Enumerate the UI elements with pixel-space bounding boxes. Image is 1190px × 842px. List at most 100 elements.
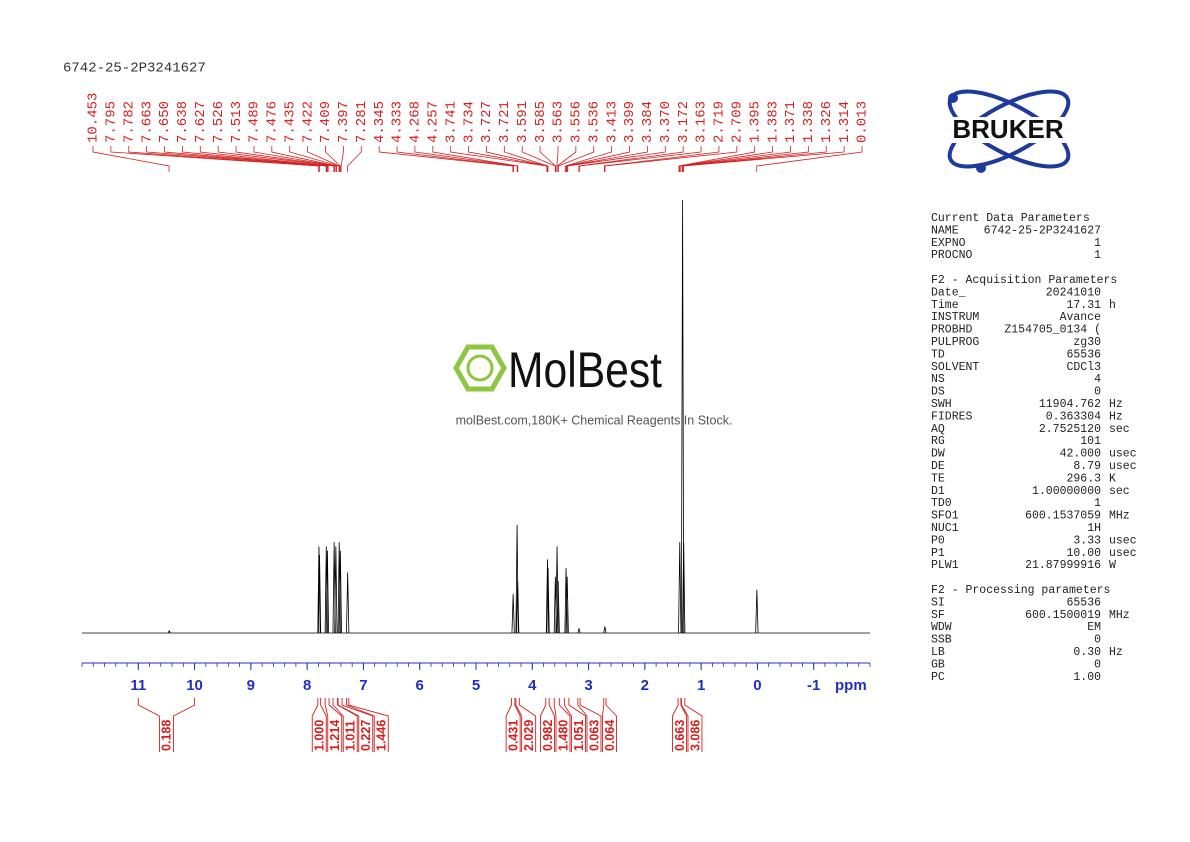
peak-label: 7.526 bbox=[211, 101, 227, 143]
param-unit: usec bbox=[1109, 460, 1137, 473]
param-unit: usec bbox=[1109, 534, 1137, 547]
peak-tie bbox=[564, 146, 613, 172]
peak-label: 3.370 bbox=[658, 101, 674, 143]
param-value: Z154705_0134 ( bbox=[1004, 324, 1101, 337]
peak-tie bbox=[756, 146, 863, 172]
integral-label: 1.446 bbox=[375, 720, 389, 751]
signal bbox=[511, 594, 515, 634]
param-name: EXPNO bbox=[931, 237, 966, 250]
peak-tie bbox=[92, 146, 170, 172]
peak-label: 3.172 bbox=[676, 101, 692, 143]
peak-label: 1.326 bbox=[819, 101, 835, 143]
peak-tie bbox=[679, 146, 773, 172]
peak-label: 7.489 bbox=[247, 101, 263, 143]
integral-bracket bbox=[324, 698, 329, 752]
signal bbox=[346, 572, 350, 634]
peak-tie bbox=[164, 146, 328, 172]
integral-label: 0.227 bbox=[359, 720, 373, 751]
peak-label: 7.281 bbox=[354, 101, 370, 143]
integral-bracket bbox=[332, 698, 344, 752]
peak-label: 3.727 bbox=[479, 101, 495, 143]
param-value: 1.00 bbox=[1073, 671, 1101, 684]
param-value: 11904.762 bbox=[1039, 398, 1101, 411]
peak-tie bbox=[565, 146, 630, 172]
param-name: SFO1 bbox=[931, 510, 959, 523]
integral-bracket bbox=[577, 698, 588, 752]
peak-tie bbox=[468, 146, 548, 172]
param-name: NAME bbox=[931, 224, 959, 237]
integral-bracket bbox=[680, 698, 687, 752]
param-value: 1.00000000 bbox=[1032, 485, 1101, 498]
integral-bracket bbox=[680, 698, 689, 752]
peak-label: 3.563 bbox=[551, 101, 567, 143]
peak-tie bbox=[604, 146, 738, 172]
param-unit: sec bbox=[1109, 485, 1130, 498]
param-name: PC bbox=[931, 671, 945, 684]
section-title: F2 - Acquisition Parameters bbox=[931, 274, 1117, 287]
integral-bracket bbox=[558, 698, 571, 752]
peak-tie bbox=[396, 146, 514, 172]
param-unit: MHz bbox=[1109, 609, 1130, 622]
peak-tie bbox=[347, 146, 362, 172]
peak-label: 1.395 bbox=[747, 101, 763, 143]
x-tick-label: 11 bbox=[130, 677, 146, 694]
param-name: Time bbox=[931, 299, 959, 312]
param-value: EM bbox=[1087, 621, 1101, 634]
peak-label: 7.435 bbox=[282, 101, 298, 143]
x-tick-label: 4 bbox=[528, 677, 537, 694]
peak-tie bbox=[235, 146, 335, 172]
peak-tie bbox=[378, 146, 514, 172]
param-name: PROCNO bbox=[931, 249, 973, 262]
signal bbox=[565, 576, 569, 634]
signal bbox=[603, 626, 607, 634]
param-name: SI bbox=[931, 596, 945, 609]
integral-bracket bbox=[337, 698, 358, 752]
peak-label: 1.338 bbox=[801, 101, 817, 143]
integral-bracket bbox=[605, 698, 617, 752]
peak-label: 0.013 bbox=[855, 101, 871, 143]
peak-tie bbox=[128, 146, 320, 172]
integral-bracket bbox=[346, 698, 375, 752]
peak-tie bbox=[556, 146, 577, 172]
param-value: 1 bbox=[1094, 237, 1101, 250]
peak-tie bbox=[199, 146, 329, 172]
param-value: 65536 bbox=[1066, 348, 1101, 361]
peak-label: 7.476 bbox=[265, 101, 281, 143]
integral-label: 0.188 bbox=[160, 720, 174, 751]
peak-label: 1.383 bbox=[765, 101, 781, 143]
signal bbox=[324, 546, 328, 634]
x-tick-label: -1 bbox=[807, 677, 820, 694]
integral-bracket bbox=[505, 698, 512, 752]
signal bbox=[682, 542, 686, 634]
integral-bracket bbox=[341, 698, 374, 752]
param-unit: Hz bbox=[1109, 410, 1123, 423]
signal bbox=[556, 581, 560, 634]
param-value: 8.79 bbox=[1073, 460, 1101, 473]
x-tick-label: 7 bbox=[359, 677, 367, 694]
logo-text: BRUKER bbox=[952, 114, 1063, 144]
param-unit: usec bbox=[1109, 448, 1137, 461]
param-name: D1 bbox=[931, 485, 945, 498]
param-value: 2.7525120 bbox=[1039, 423, 1101, 436]
peak-tie bbox=[146, 146, 327, 172]
peak-label: 7.782 bbox=[121, 101, 137, 143]
peak-tie bbox=[681, 146, 809, 172]
param-value: 600.1537059 bbox=[1025, 510, 1101, 523]
signal bbox=[167, 630, 171, 634]
param-value: 0.363304 bbox=[1046, 410, 1101, 423]
sample-title: 6742-25-2P3241627 bbox=[63, 61, 206, 77]
peak-tie bbox=[340, 146, 344, 172]
peak-tie bbox=[682, 146, 827, 172]
logo-orbit bbox=[947, 89, 1071, 169]
bruker-logo: BRUKER bbox=[928, 89, 1090, 173]
param-value: 1 bbox=[1094, 249, 1101, 262]
param-name: DS bbox=[931, 386, 945, 399]
param-name: FIDRES bbox=[931, 410, 973, 423]
peak-label: 4.333 bbox=[390, 101, 406, 143]
section-title: F2 - Processing parameters bbox=[931, 584, 1110, 597]
param-name: WDW bbox=[931, 621, 952, 634]
integral-label: 1.000 bbox=[313, 720, 327, 751]
param-value: zg30 bbox=[1073, 336, 1101, 349]
peak-label: 3.384 bbox=[640, 101, 656, 143]
